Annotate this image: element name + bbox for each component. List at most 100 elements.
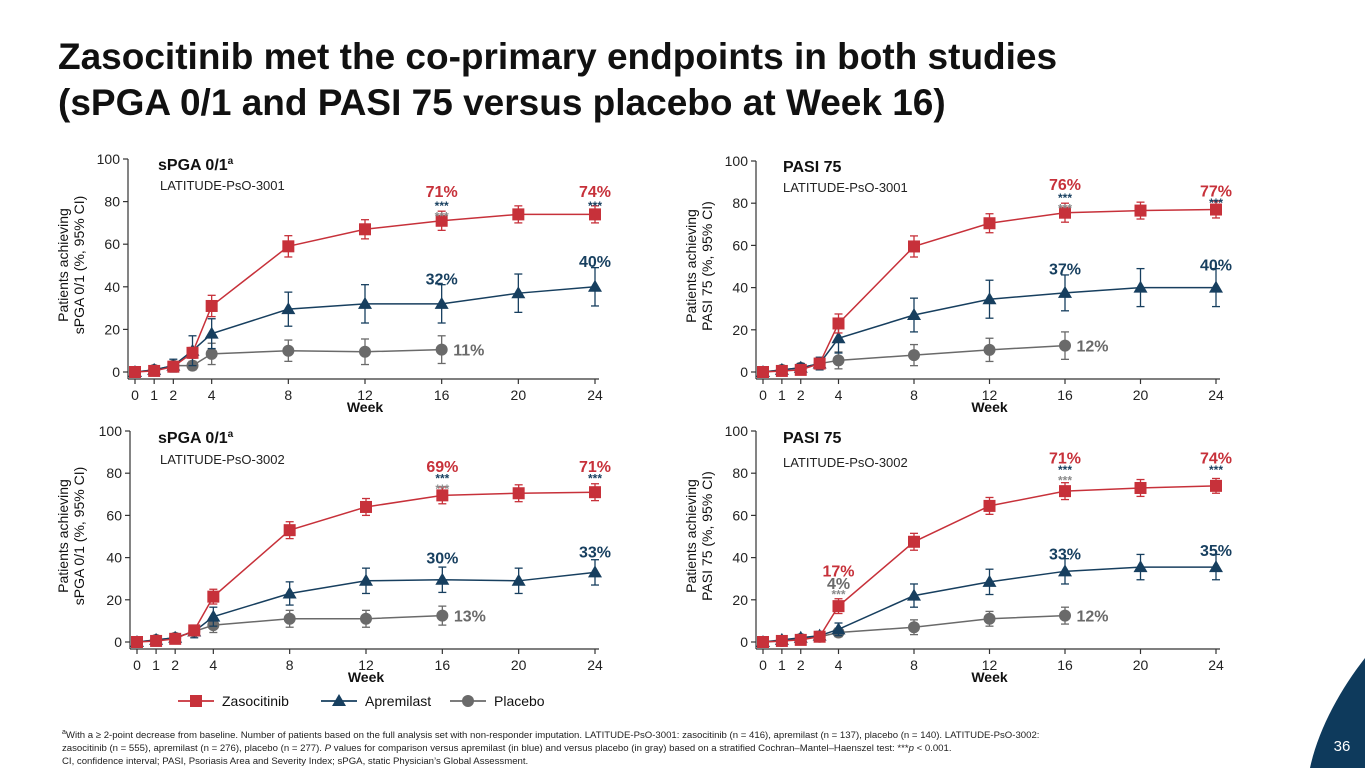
x-tick-label: 24 xyxy=(1208,387,1224,403)
data-point xyxy=(206,609,221,622)
data-point xyxy=(588,279,602,292)
x-tick-label: 0 xyxy=(133,657,141,673)
data-point xyxy=(207,590,220,603)
value-label: 40% xyxy=(579,254,611,271)
y-tick-label: 60 xyxy=(732,237,748,253)
data-point xyxy=(167,360,180,373)
value-label: 76% xyxy=(1049,177,1081,194)
data-point xyxy=(435,572,450,585)
data-point xyxy=(1133,560,1148,573)
value-label: 17% xyxy=(822,563,854,580)
y-tick-label: 100 xyxy=(97,151,121,167)
data-point xyxy=(360,612,372,625)
value-label: 74% xyxy=(579,184,611,201)
x-tick-label: 1 xyxy=(150,387,158,403)
data-point xyxy=(813,630,826,643)
slide-title-line2: (sPGA 0/1 and PASI 75 versus placebo at … xyxy=(58,82,946,123)
data-point xyxy=(436,489,449,502)
data-point xyxy=(588,565,602,578)
x-tick-label: 0 xyxy=(759,387,767,403)
y-tick-label: 40 xyxy=(732,550,748,566)
data-point xyxy=(1059,339,1071,352)
data-point xyxy=(983,217,996,230)
legend-marker xyxy=(332,694,346,706)
footnote-line2-italic2: p xyxy=(908,743,914,755)
data-point xyxy=(511,573,526,586)
footnote-line2-end: < 0.001. xyxy=(913,743,952,755)
data-point xyxy=(129,366,141,378)
data-point xyxy=(775,364,788,377)
y-axis-title: Patients achievingsPGA 0/1 (%, 95% CI) xyxy=(55,196,87,335)
data-point xyxy=(360,500,372,513)
y-tick-label: 20 xyxy=(104,321,120,337)
footnote-line2-post: values for comparison versus apremilast … xyxy=(331,743,909,755)
y-tick-label: 20 xyxy=(732,592,748,608)
series-line xyxy=(762,485,1217,643)
data-point xyxy=(832,600,845,613)
value-label: 37% xyxy=(1049,262,1081,279)
value-label: 71% xyxy=(1049,450,1081,467)
data-point xyxy=(908,240,920,253)
footnote-line1: aWith a ≥ 2-point decrease from baseline… xyxy=(62,726,1262,742)
value-label: 11% xyxy=(453,343,484,360)
chart-title: PASI 75 xyxy=(783,430,842,447)
page-number: 36 xyxy=(1333,738,1351,755)
data-point xyxy=(982,292,997,305)
x-tick-label: 8 xyxy=(286,657,294,673)
y-tick-label: 0 xyxy=(114,634,122,650)
y-tick-label: 0 xyxy=(112,364,120,380)
chart-subtitle: LATITUDE-PsO-3002 xyxy=(783,455,908,470)
value-label: 30% xyxy=(426,551,458,568)
value-label: 33% xyxy=(1049,546,1081,563)
x-tick-label: 4 xyxy=(835,387,843,403)
data-point xyxy=(435,343,448,356)
value-label: 32% xyxy=(426,271,458,288)
y-axis-title-line2: PASI 75 (%, 95% CI) xyxy=(699,201,715,331)
data-point xyxy=(435,214,448,227)
series-zasocitinib xyxy=(757,477,1222,648)
chart-subtitle: LATITUDE-PsO-3001 xyxy=(783,180,908,195)
significance-label: *** xyxy=(588,199,602,213)
data-point xyxy=(832,354,845,367)
chart-title-sup: a xyxy=(228,156,234,167)
data-point xyxy=(1059,485,1071,498)
value-label: 71% xyxy=(579,459,611,476)
x-tick-label: 12 xyxy=(982,657,998,673)
series-zasocitinib xyxy=(131,483,601,648)
y-tick-label: 80 xyxy=(104,194,120,210)
x-tick-label: 8 xyxy=(910,657,918,673)
data-point xyxy=(813,357,826,370)
y-tick-label: 0 xyxy=(740,364,748,380)
y-tick-label: 60 xyxy=(104,236,120,252)
series-line xyxy=(762,208,1217,373)
y-tick-label: 100 xyxy=(725,423,749,439)
x-tick-label: 20 xyxy=(1133,387,1149,403)
y-tick-label: 40 xyxy=(104,279,120,295)
y-tick-label: 60 xyxy=(732,507,748,523)
x-tick-label: 4 xyxy=(835,657,843,673)
footnote-line1-text: With a ≥ 2-point decrease from baseline.… xyxy=(65,730,1040,742)
x-tick-label: 12 xyxy=(357,387,373,403)
x-tick-label: 24 xyxy=(587,657,603,673)
series-line xyxy=(762,286,1216,373)
data-point xyxy=(1134,481,1147,494)
footnote-line2-pre: zasocitinib (n = 555), apremilast (n = 2… xyxy=(62,743,325,755)
data-point xyxy=(1058,285,1072,298)
data-point xyxy=(983,612,996,625)
data-point xyxy=(188,624,201,637)
data-point xyxy=(1209,560,1223,573)
data-point xyxy=(512,208,525,221)
value-label: 12% xyxy=(1076,339,1108,356)
chart-title-sup: a xyxy=(228,429,234,440)
x-tick-label: 20 xyxy=(511,657,527,673)
series-line xyxy=(134,286,596,373)
data-point xyxy=(283,524,296,537)
data-point xyxy=(283,612,296,625)
x-tick-label: 12 xyxy=(982,387,998,403)
series-line xyxy=(136,491,596,643)
data-point xyxy=(148,364,161,377)
data-point xyxy=(282,344,295,357)
data-point xyxy=(1134,204,1147,217)
